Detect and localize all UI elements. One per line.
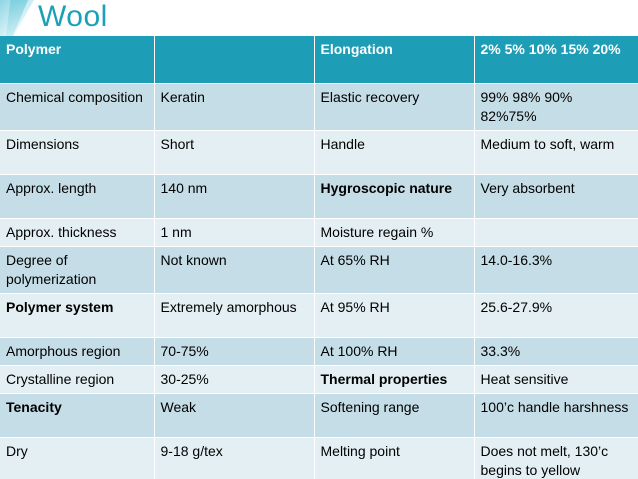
- table-header-row: Polymer Elongation 2% 5% 10% 15% 20%: [0, 36, 638, 84]
- table-cell: 9-18 g/tex: [154, 437, 315, 479]
- table-row: Approx. length 140 nm Hygroscopic nature…: [0, 174, 638, 219]
- table-row: Approx. thickness 1 nm Moisture regain %: [0, 218, 638, 247]
- table-cell: 30-25%: [154, 365, 315, 394]
- table-cell: 1 nm: [154, 218, 315, 247]
- table-cell: Chemical composition: [0, 83, 155, 131]
- header-cell: Elongation: [314, 36, 475, 84]
- header-cell: 2% 5% 10% 15% 20%: [474, 36, 638, 84]
- table-row: Degree of polymerization Not known At 65…: [0, 246, 638, 294]
- table-cell: Moisture regain %: [314, 218, 475, 247]
- table-row: Polymer system Extremely amorphous At 95…: [0, 293, 638, 338]
- table-cell: Dimensions: [0, 130, 155, 175]
- table-cell: Medium to soft, warm: [474, 130, 638, 175]
- table-cell: Heat sensitive: [474, 365, 638, 394]
- table-cell: Softening range: [314, 393, 475, 438]
- table-row: Dimensions Short Handle Medium to soft, …: [0, 130, 638, 175]
- table-cell: 100’c handle harshness: [474, 393, 638, 438]
- table-cell: Thermal properties: [314, 365, 475, 394]
- table-cell: Keratin: [154, 83, 315, 131]
- table-cell: 99% 98% 90% 82%75%: [474, 83, 638, 131]
- table-cell: Handle: [314, 130, 475, 175]
- table-row: Tenacity Weak Softening range 100’c hand…: [0, 393, 638, 438]
- table-row: Amorphous region 70-75% At 100% RH 33.3%: [0, 337, 638, 366]
- table-cell: 25.6-27.9%: [474, 293, 638, 338]
- table-row: Dry 9-18 g/tex Melting point Does not me…: [0, 437, 638, 479]
- table-cell: 14.0-16.3%: [474, 246, 638, 294]
- table-cell: Short: [154, 130, 315, 175]
- table-cell: Approx. thickness: [0, 218, 155, 247]
- table-row: Crystalline region 30-25% Thermal proper…: [0, 365, 638, 394]
- table-cell: At 65% RH: [314, 246, 475, 294]
- table-cell: Crystalline region: [0, 365, 155, 394]
- table-cell: Hygroscopic nature: [314, 174, 475, 219]
- header-cell: [154, 36, 315, 84]
- table-cell: Tenacity: [0, 393, 155, 438]
- table-cell: Extremely amorphous: [154, 293, 315, 338]
- table-cell: Not known: [154, 246, 315, 294]
- table-cell: 140 nm: [154, 174, 315, 219]
- table-row: Chemical composition Keratin Elastic rec…: [0, 83, 638, 131]
- slide-title: Wool: [38, 0, 108, 33]
- table-cell: Dry: [0, 437, 155, 479]
- table-cell: At 100% RH: [314, 337, 475, 366]
- table-cell: Polymer system: [0, 293, 155, 338]
- table-cell: Amorphous region: [0, 337, 155, 366]
- table-cell: [474, 218, 638, 247]
- table-cell: Degree of polymerization: [0, 246, 155, 294]
- header-cell: Polymer: [0, 36, 155, 84]
- slide-header: Wool: [0, 0, 638, 36]
- table-cell: Very absorbent: [474, 174, 638, 219]
- table-cell: Weak: [154, 393, 315, 438]
- table-cell: At 95% RH: [314, 293, 475, 338]
- table-cell: Elastic recovery: [314, 83, 475, 131]
- table-cell: Approx. length: [0, 174, 155, 219]
- table-cell: Does not melt, 130’c begins to yellow: [474, 437, 638, 479]
- properties-table: Polymer Elongation 2% 5% 10% 15% 20% Che…: [0, 36, 638, 479]
- table-cell: Melting point: [314, 437, 475, 479]
- table-cell: 33.3%: [474, 337, 638, 366]
- table-cell: 70-75%: [154, 337, 315, 366]
